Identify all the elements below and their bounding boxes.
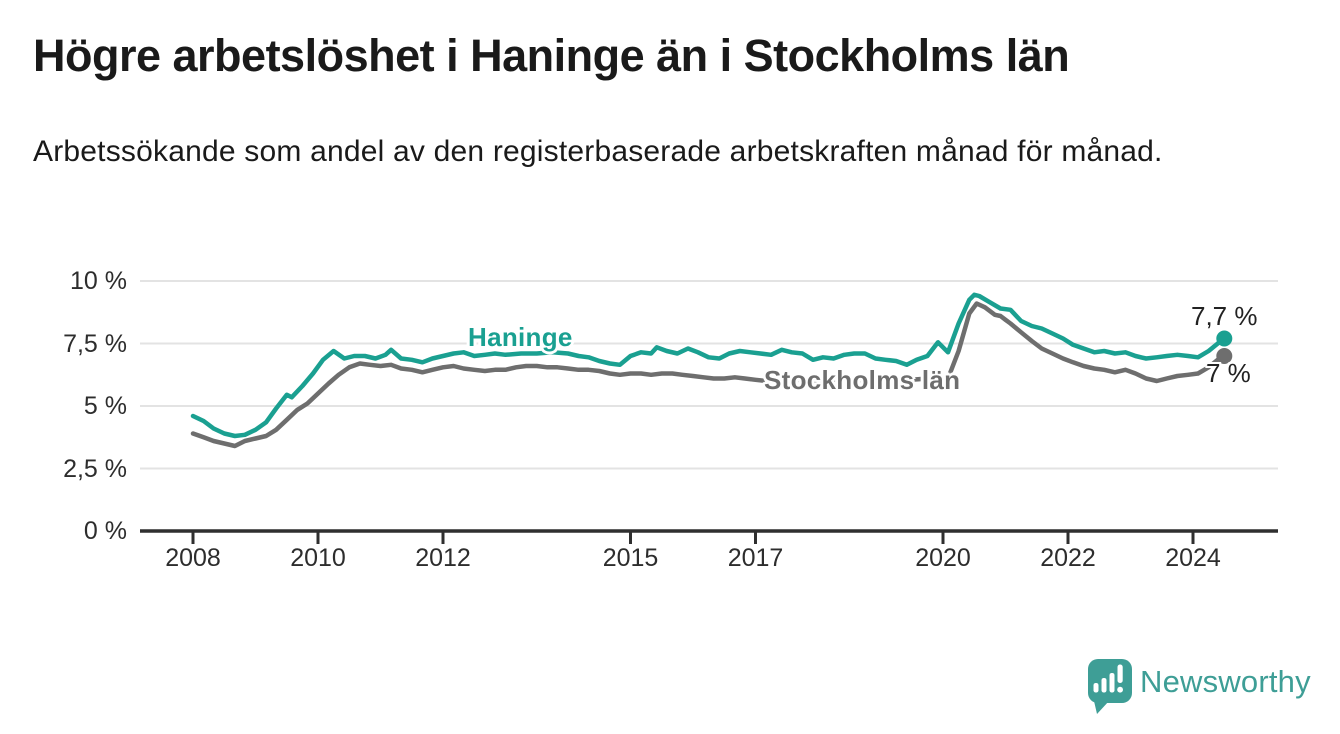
x-axis-tick-label: 2024: [1165, 544, 1221, 572]
series-label-haninge: Haninge: [468, 322, 573, 352]
y-axis-tick-label: 0 %: [83, 517, 127, 545]
series-end-dot-stockholms-l-n: [1216, 348, 1233, 364]
y-axis-tick-label: 5 %: [83, 392, 127, 420]
y-axis-tick-label: 7,5 %: [63, 329, 127, 358]
x-axis-tick-label: 2015: [602, 544, 659, 572]
newsworthy-logo: Newsworthy: [1088, 659, 1340, 715]
y-axis-tick-label: 2,5 %: [63, 454, 127, 483]
series-label-stockholms-lan: Stockholms län: [764, 365, 961, 395]
chart-subtitle: Arbetssökande som andel av den registerb…: [33, 135, 1163, 168]
x-axis-tick-label: 2017: [727, 544, 784, 572]
end-value-label-haninge: 7,7 %: [1191, 301, 1258, 331]
x-axis-tick-label: 2008: [165, 544, 221, 572]
x-axis-tick-label: 2020: [915, 544, 971, 572]
x-axis-tick-label: 2010: [290, 544, 346, 572]
chart-title: Högre arbetslöshet i Haninge än i Stockh…: [33, 30, 1070, 81]
end-value-label-stockholms-lan: 7 %: [1206, 358, 1251, 388]
series-end-dot-haninge: [1216, 330, 1233, 347]
x-axis-tick-label: 2012: [415, 544, 471, 572]
series-line-stockholms-l-n: [190, 301, 1227, 449]
y-axis-tick-label: 10 %: [70, 267, 127, 295]
series-line-haninge: [190, 292, 1227, 439]
x-axis-tick-label: 2022: [1040, 544, 1096, 572]
newsworthy-logo-icon: [1088, 659, 1132, 714]
newsworthy-logo-text: Newsworthy: [1140, 664, 1311, 699]
